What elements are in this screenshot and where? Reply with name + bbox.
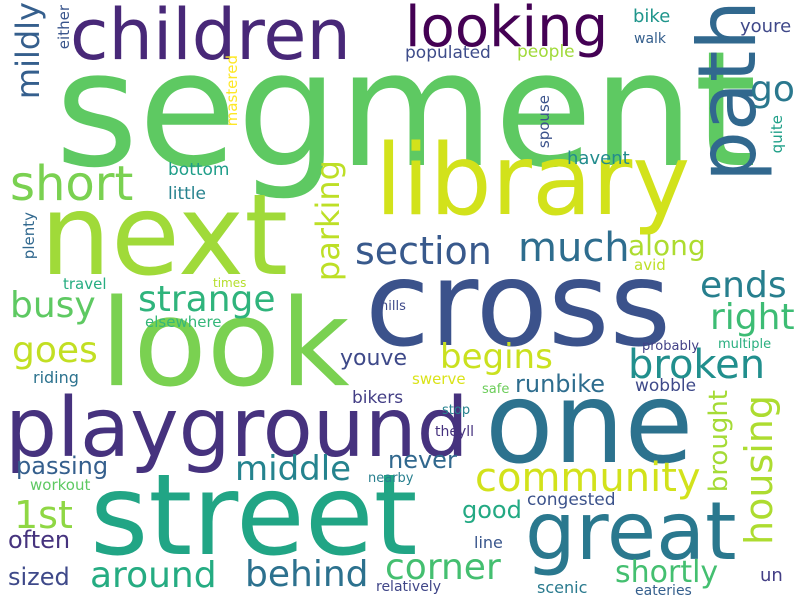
word-begins: begins [440,337,553,377]
word-housing: housing [737,395,781,545]
word-go: go [750,69,795,110]
word-never: never [388,446,457,474]
word-goes: goes [12,330,98,371]
word-plenty: plenty [20,212,38,260]
word-people: people [517,42,575,62]
word-strange: strange [138,279,276,320]
word-line: line [474,533,503,552]
word-theyll: theyll [435,424,475,440]
word-un: un [760,565,783,586]
word-safe: safe [482,382,510,397]
word-parking: parking [309,160,347,282]
word-looking: looking [405,0,609,60]
word-look: look [100,275,350,414]
word-segment: segment [55,16,757,203]
word-along: along [628,229,706,262]
word-times: times [213,276,247,290]
word-much: much [518,225,630,271]
word-ends: ends [700,265,787,306]
word-havent: havent [567,148,630,169]
word-behind: behind [245,554,369,595]
word-congested: congested [527,490,616,510]
word-relatively: relatively [376,579,441,595]
word-youre: youre [740,16,792,37]
word-workout: workout [30,476,91,494]
word-next: next [40,171,289,301]
word-bikers: bikers [352,388,404,408]
word-stop: stop [442,403,471,418]
word-bottom: bottom [168,160,230,180]
word-children: children [70,0,351,76]
word-youve: youve [340,346,407,371]
word-hills: hills [380,299,406,314]
word-passing: passing [16,452,109,480]
word-around: around [90,555,217,596]
word-1st: 1st [14,493,73,537]
word-cross: cross [365,235,671,373]
word-sized: sized [8,563,70,591]
word-mildly: mildly [9,2,47,100]
word-middle: middle [235,449,352,489]
word-scenic: scenic [537,578,588,597]
word-community: community [475,455,701,501]
word-corner: corner [385,547,501,588]
word-one: one [485,359,694,489]
word-busy: busy [10,285,96,326]
word-short: short [10,156,134,212]
word-avid: avid [634,256,666,274]
word-elsewhere: elsewhere [145,313,222,331]
word-walk: walk [634,31,667,47]
word-library: library [375,124,691,238]
word-eateries: eateries [635,583,692,599]
word-broken: broken [628,342,766,388]
word-riding: riding [33,368,79,387]
word-good: good [462,496,522,524]
word-nearby: nearby [368,471,414,486]
word-playground: playground [5,381,469,476]
word-spouse: spouse [535,95,553,149]
word-either: either [55,5,73,50]
word-bike: bike [633,6,671,27]
word-great: great [525,485,737,578]
word-mastered: mastered [223,55,241,127]
word-brought: brought [704,390,734,493]
word-street: street [90,451,418,581]
word-probably: probably [642,339,700,354]
word-swerve: swerve [412,370,466,388]
word-multiple: multiple [718,337,772,352]
word-section: section [355,229,492,273]
word-shortly: shortly [615,555,719,590]
word-populated: populated [405,43,491,63]
word-wobble: wobble [635,376,697,396]
word-right: right [710,297,795,338]
word-little: little [168,184,206,204]
word-quite: quite [768,115,786,154]
word-runbike: runbike [515,370,605,398]
word-often: often [8,526,71,554]
word-travel: travel [63,275,107,293]
